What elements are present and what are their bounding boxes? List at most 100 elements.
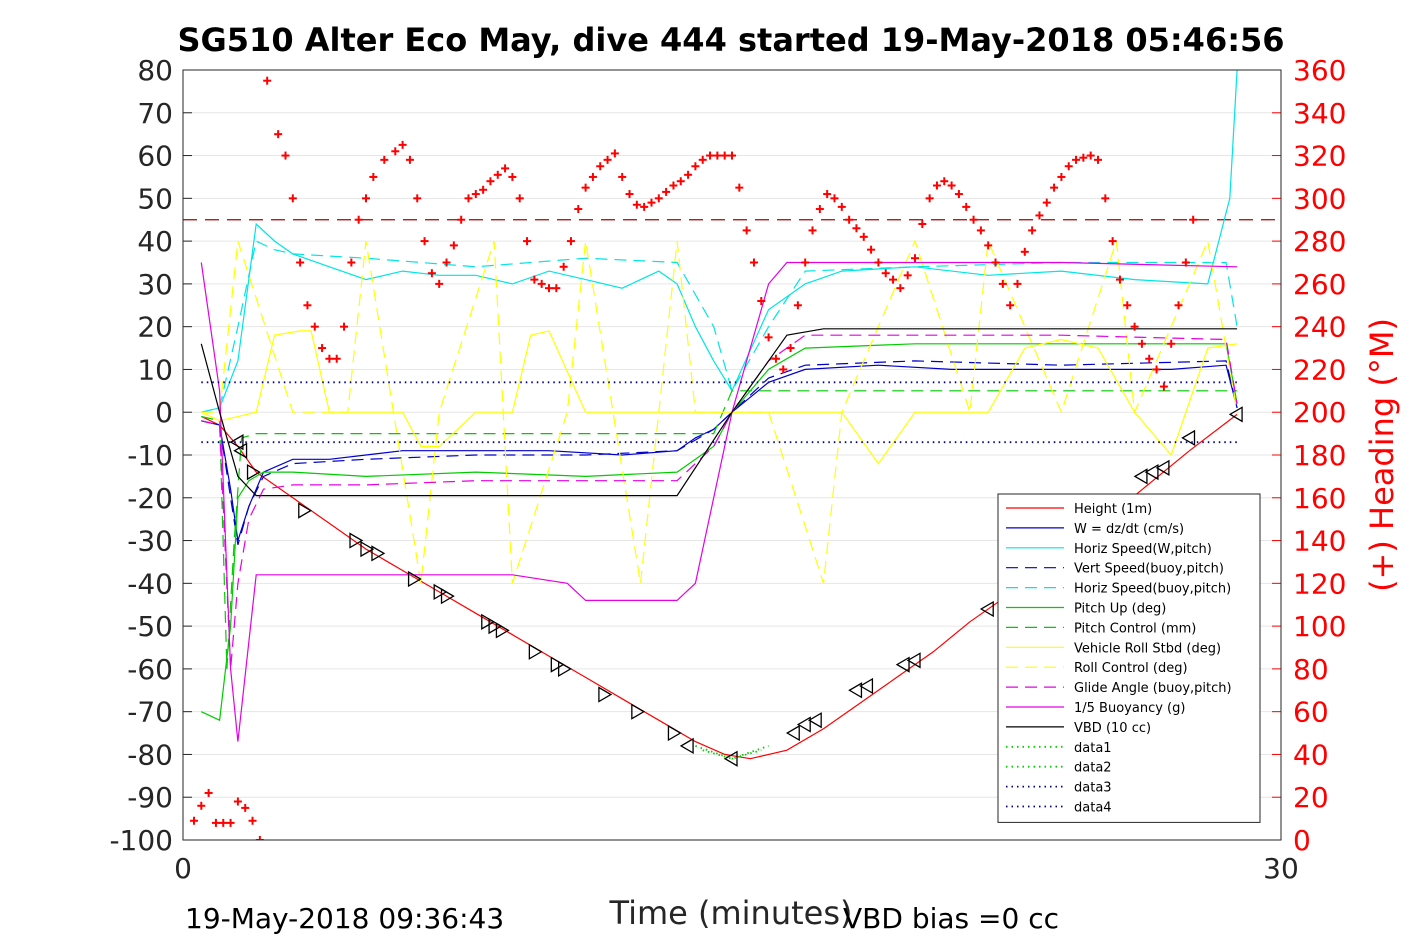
heading-point — [603, 155, 612, 164]
heading-point — [859, 232, 868, 241]
heading-point — [281, 151, 290, 160]
heading-point — [706, 151, 715, 160]
heading-point — [676, 177, 685, 186]
depth-marker-down — [433, 583, 448, 601]
y-tick-label: 30 — [137, 268, 173, 301]
heading-point — [1064, 162, 1073, 171]
heading-point — [823, 190, 832, 199]
heading-point — [984, 241, 993, 250]
heading-point — [362, 194, 370, 203]
heading-point — [852, 224, 861, 233]
heading-point — [889, 275, 898, 284]
depth-marker-up — [796, 716, 811, 733]
heading-point — [925, 194, 934, 203]
depth-marker-down — [298, 502, 313, 519]
heading-point — [793, 301, 802, 310]
depth-marker-up — [807, 712, 822, 729]
legend-entry: Pitch Control (mm) — [1074, 621, 1196, 636]
y-right-tick-label: 140 — [1293, 525, 1346, 558]
heading-point — [457, 215, 466, 224]
y-tick-label: -50 — [127, 610, 173, 643]
heading-point — [618, 172, 627, 181]
y-tick-label: 50 — [137, 182, 173, 215]
heading-point — [1006, 301, 1015, 310]
heading-point — [991, 258, 1000, 267]
series-10-line — [201, 334, 1238, 669]
heading-point — [720, 151, 729, 160]
heading-point — [508, 172, 517, 181]
heading-point — [801, 258, 810, 267]
y-tick-label: 20 — [137, 311, 173, 344]
heading-point — [881, 269, 890, 278]
depth-marker-down — [488, 617, 503, 635]
heading-point — [969, 215, 978, 224]
heading-point — [340, 322, 349, 331]
heading-point — [464, 194, 473, 203]
heading-point — [845, 215, 854, 224]
heading-point — [815, 205, 824, 214]
heading-point — [347, 258, 356, 267]
heading-point — [325, 354, 334, 363]
heading-point — [391, 147, 400, 156]
heading-point — [1020, 247, 1029, 256]
heading-point — [837, 202, 846, 211]
heading-point — [1086, 151, 1095, 160]
heading-point — [1042, 198, 1051, 207]
heading-point — [654, 194, 663, 203]
depth-marker-down — [631, 703, 646, 720]
heading-point — [380, 155, 389, 164]
heading-point — [1115, 275, 1124, 284]
heading-point — [1079, 153, 1088, 162]
y-right-tick-label: 240 — [1293, 311, 1346, 344]
heading-point — [1123, 301, 1132, 310]
heading-point — [442, 258, 451, 267]
legend-entry: Roll Control (deg) — [1074, 661, 1188, 676]
legend-entry: Height (1m) — [1074, 502, 1152, 517]
heading-point — [1130, 322, 1139, 331]
heading-point — [369, 172, 378, 181]
y-tick-label: 10 — [137, 353, 173, 386]
series-5-line — [201, 240, 1238, 413]
x-axis-label: Time (minutes) — [609, 894, 853, 932]
heading-point — [1057, 172, 1066, 181]
depth-marker-down — [550, 656, 565, 673]
y-tick-label: -20 — [127, 482, 173, 515]
heading-point — [867, 245, 876, 254]
heading-point — [698, 155, 707, 164]
x-tick-label: 0 — [174, 852, 192, 885]
y-right-tick-label: 280 — [1293, 225, 1346, 258]
legend-entry: data4 — [1074, 801, 1112, 816]
legend-entry: Vehicle Roll Stbd (deg) — [1074, 641, 1221, 656]
heading-point — [684, 170, 693, 179]
depth-marker-down — [667, 724, 682, 742]
heading-point — [1108, 237, 1117, 246]
heading-point — [757, 297, 766, 305]
depth-marker-down — [246, 463, 261, 481]
y-tick-label: 40 — [137, 225, 173, 258]
heading-point — [501, 164, 510, 173]
heading-point — [749, 258, 758, 267]
series-9-line — [201, 238, 1238, 584]
heading-point — [310, 322, 319, 331]
heading-point — [940, 177, 949, 186]
y-right-tick-label: 220 — [1293, 353, 1346, 386]
legend-entry: Glide Angle (buoy,pitch) — [1074, 681, 1232, 696]
heading-point — [515, 194, 524, 203]
depth-marker-up — [1228, 406, 1243, 423]
heading-point — [808, 226, 817, 235]
heading-point — [947, 181, 956, 190]
heading-point — [779, 365, 788, 374]
heading-point — [662, 187, 671, 196]
heading-point — [233, 797, 242, 806]
depth-markers — [229, 406, 1243, 767]
y-tick-label: 80 — [137, 54, 173, 87]
series-4-line — [201, 360, 1238, 545]
heading-point — [263, 76, 272, 85]
heading-point — [189, 816, 198, 825]
heading-point — [625, 190, 634, 199]
heading-point — [552, 284, 561, 293]
legend-entry: 1/5 Buoyancy (g) — [1074, 701, 1185, 716]
heading-point — [398, 140, 407, 149]
legend-entry: Horiz Speed(W,pitch) — [1074, 542, 1212, 557]
series-7-line — [201, 390, 1238, 669]
